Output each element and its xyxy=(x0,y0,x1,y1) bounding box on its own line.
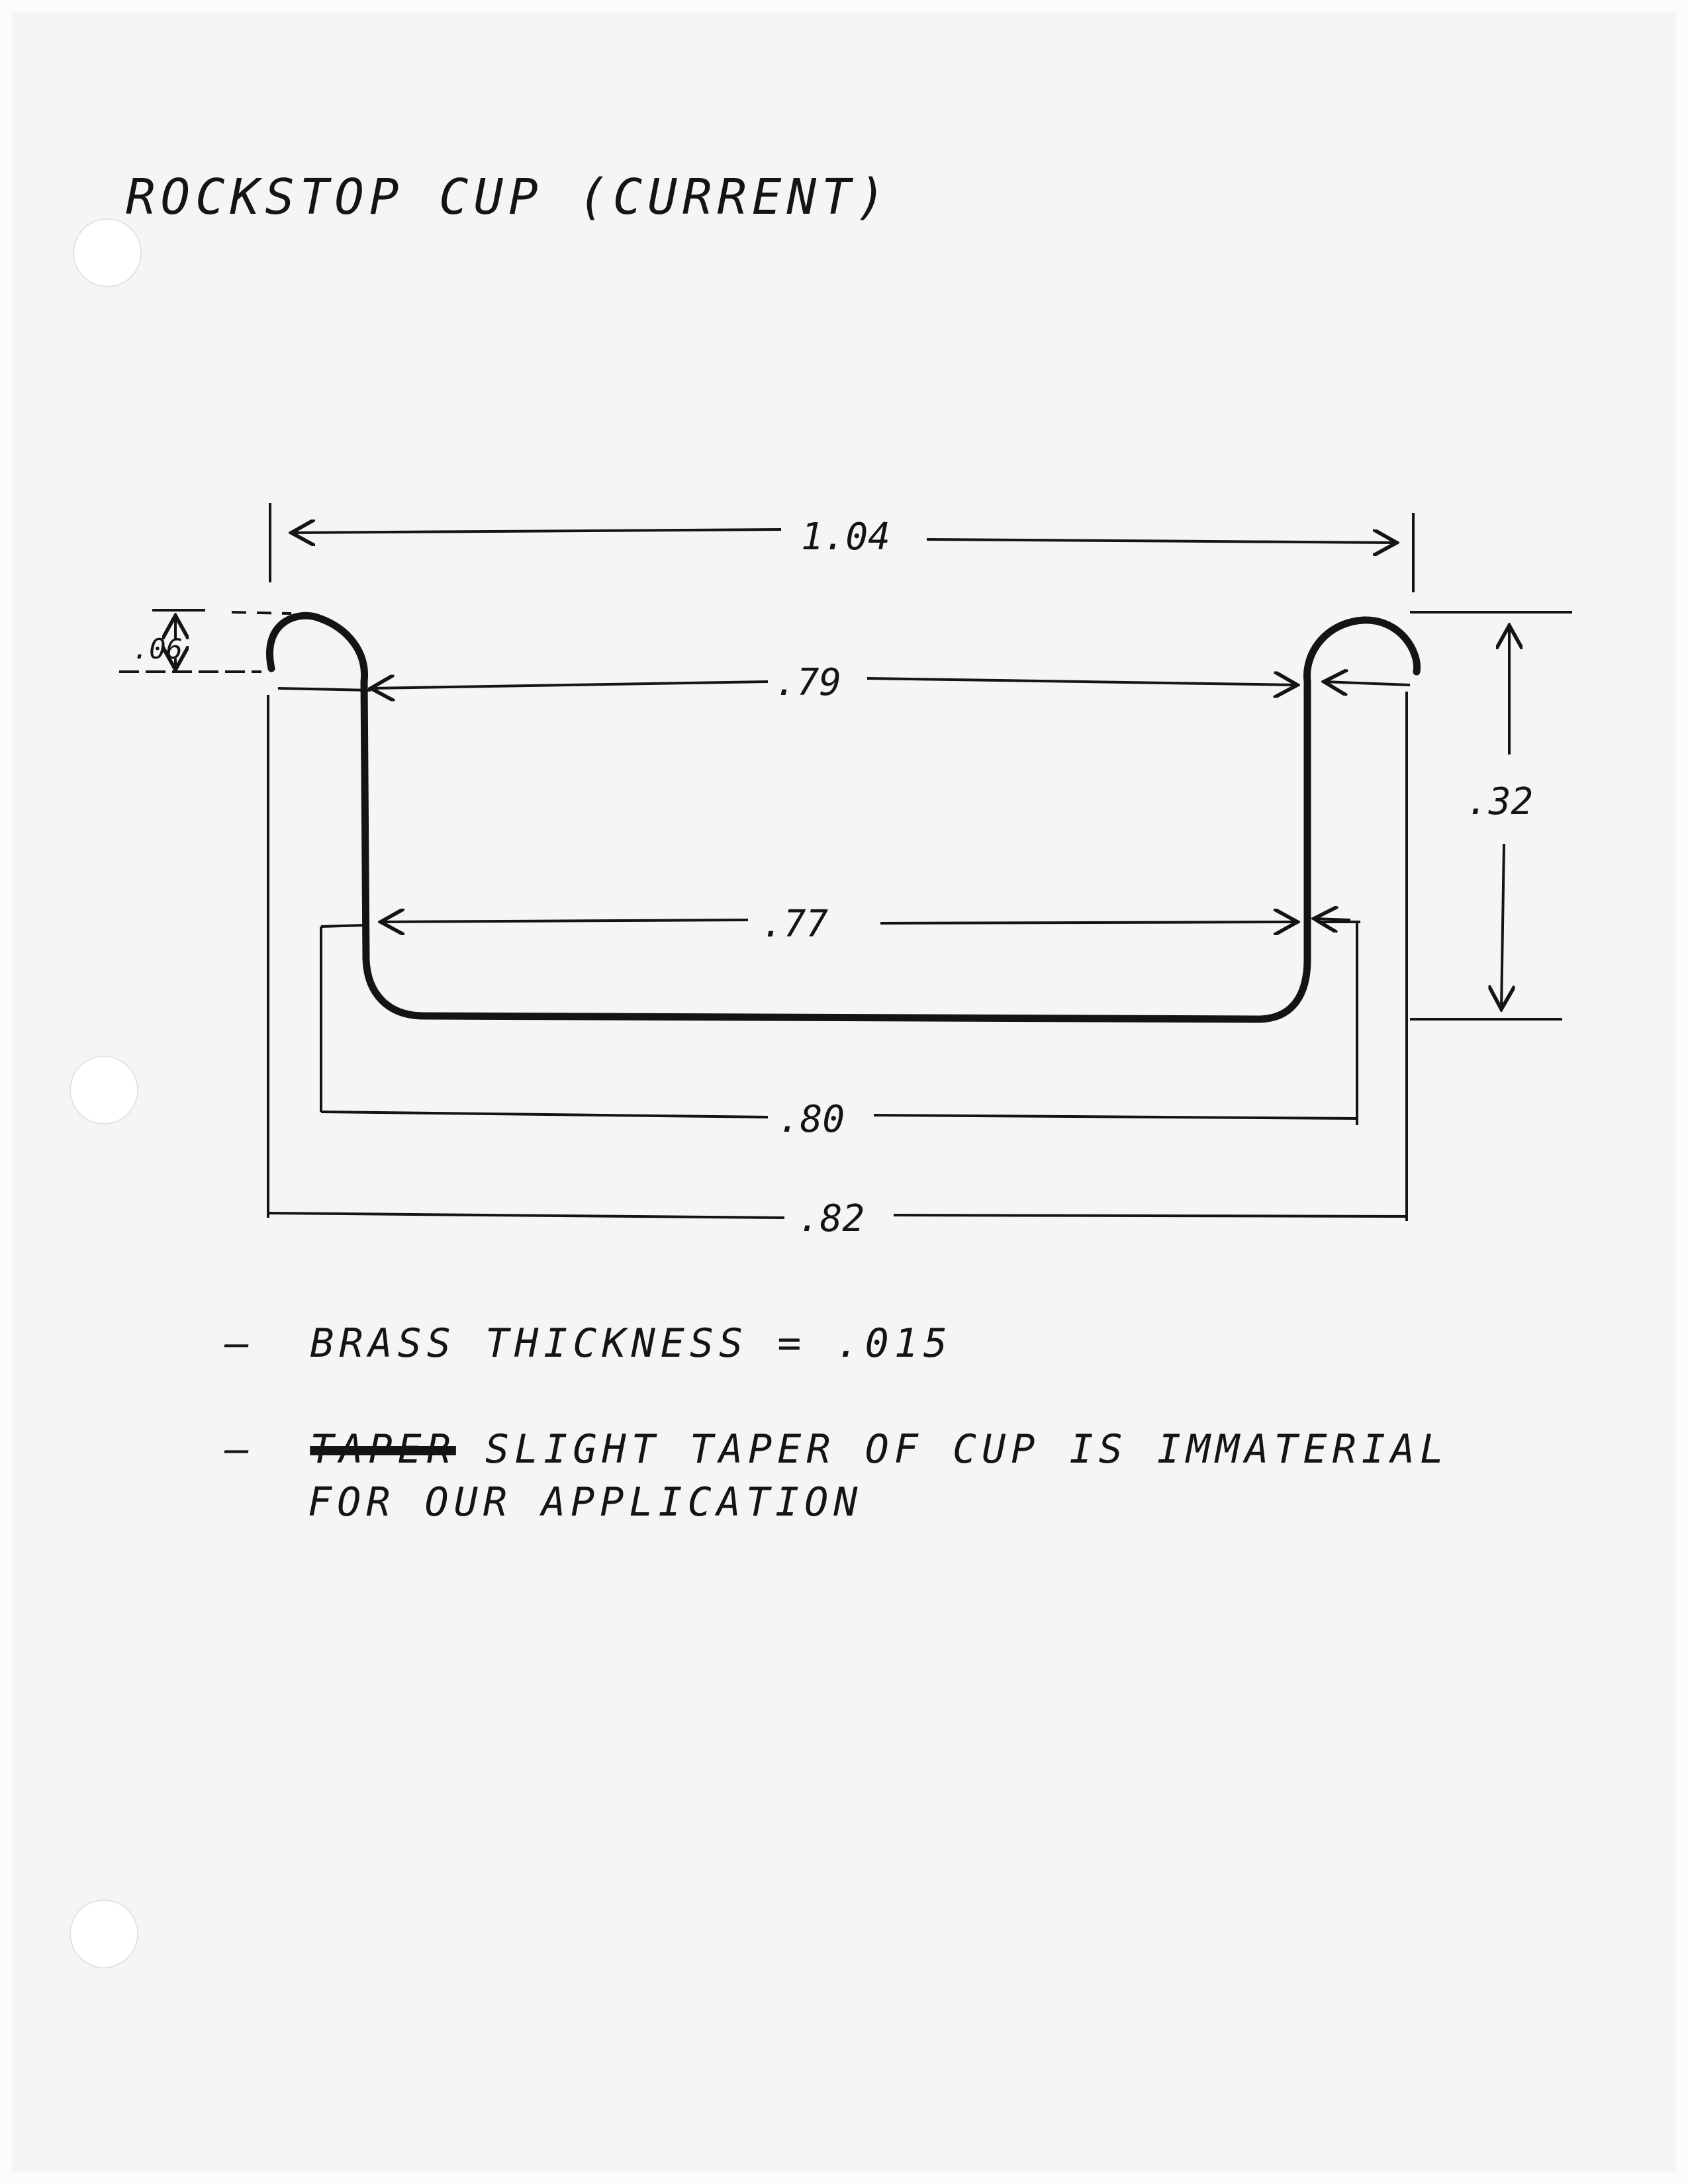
dim-overall-top: 1.04 xyxy=(801,516,890,559)
dim-inner-bottom: .77 xyxy=(761,903,828,946)
dimension-arrows xyxy=(175,529,1509,1219)
dim-inner-top: .79 xyxy=(774,661,841,704)
note-2-struck-word: TAPER xyxy=(310,1426,456,1473)
note-taper: – TAPER SLIGHT TAPER OF CUP IS IMMATERIA… xyxy=(225,1426,1449,1473)
note-2-dash: – xyxy=(225,1426,255,1473)
note-2-text: SLIGHT TAPER OF CUP IS IMMATERIAL xyxy=(485,1426,1450,1473)
cup-profile xyxy=(266,612,1421,1023)
arrow-inner-bottom xyxy=(381,920,749,922)
binder-hole-bottom xyxy=(70,1899,138,1968)
arrow-overall-top xyxy=(291,529,782,533)
note-1-text: BRASS THICKNESS = .015 xyxy=(310,1320,953,1367)
dim-lip: .06 xyxy=(132,633,183,665)
arrow-base xyxy=(267,1212,785,1219)
binder-hole-middle xyxy=(70,1056,138,1124)
dim-height: .32 xyxy=(1466,780,1533,823)
note-taper-continued: FOR OUR APPLICATION xyxy=(308,1479,863,1525)
dim-base: .82 xyxy=(798,1197,865,1240)
note-brass-thickness: – BRASS THICKNESS = .015 xyxy=(225,1320,953,1367)
binder-hole-top xyxy=(73,218,142,287)
extension-lines xyxy=(119,503,1572,1221)
dim-outer-bottom: .80 xyxy=(778,1098,845,1141)
arrow-inner-top xyxy=(371,682,769,688)
note-1-dash: – xyxy=(225,1320,255,1367)
drawing-title: ROCKSTOP CUP (CURRENT) xyxy=(126,169,892,226)
arrow-outer-bottom xyxy=(320,1111,769,1118)
